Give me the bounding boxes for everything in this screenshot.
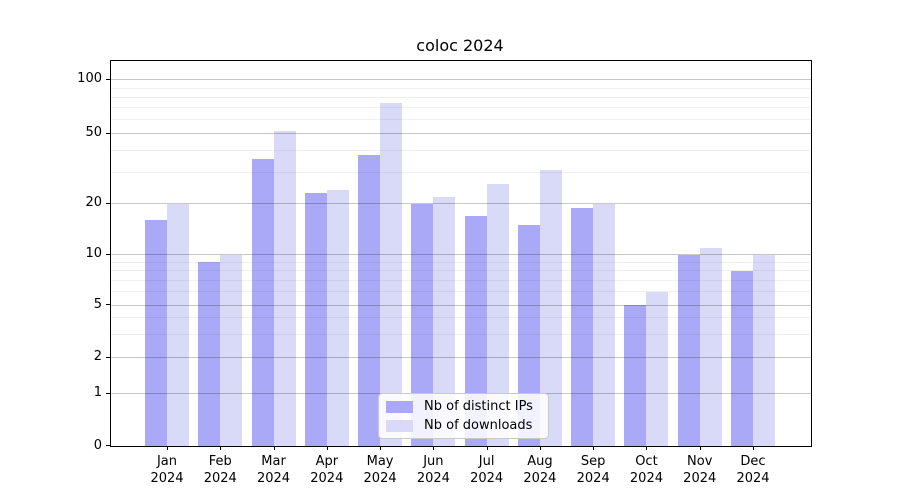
y-tick-label-20: 20	[85, 195, 102, 211]
bar-jul-ips	[464, 215, 487, 446]
bar-jul-downloads	[486, 183, 509, 446]
bar-dec-ips	[731, 271, 753, 446]
year-label: 2024	[736, 471, 770, 486]
year-label: 2024	[150, 471, 184, 486]
y-tick-label-50: 50	[85, 125, 102, 141]
x-tick-label-dec: Dec 2024	[721, 453, 785, 487]
x-tick-mark	[699, 446, 701, 450]
bar-mar-downloads	[273, 130, 296, 446]
month-label: Jan	[156, 454, 178, 469]
x-tick-mark	[753, 446, 754, 450]
bar-mar-ips	[251, 158, 274, 446]
y-tick-mark	[106, 132, 110, 134]
legend-swatch-ips	[386, 400, 413, 413]
bar-feb-downloads	[220, 254, 243, 446]
x-tick-mark	[486, 446, 488, 450]
bar-oct-ips	[624, 305, 647, 446]
year-label: 2024	[576, 471, 610, 486]
x-tick-label-feb: Feb 2024	[188, 453, 252, 487]
x-tick-mark	[380, 446, 382, 450]
month-label: Sep	[580, 454, 606, 469]
y-tick-label-10: 10	[85, 246, 102, 262]
y-tick-label-0: 0	[93, 437, 102, 453]
x-tick-label-sep: Sep 2024	[561, 453, 625, 487]
x-tick-label-apr: Apr 2024	[295, 453, 359, 487]
y-tick-mark	[106, 202, 110, 204]
bar-apr-ips	[304, 193, 327, 446]
month-label: Nov	[687, 454, 713, 469]
month-label: Jul	[478, 454, 495, 469]
bar-jun-downloads	[433, 196, 456, 446]
legend-swatch-downloads	[386, 419, 413, 432]
y-tick-mark	[106, 392, 110, 394]
y-tick-mark	[106, 78, 110, 80]
legend-entry: Nb of downloads	[386, 417, 548, 433]
y-tick-mark	[106, 356, 110, 358]
bar-dec-downloads	[753, 254, 775, 446]
legend-label: Nb of distinct IPs	[424, 398, 533, 414]
bar-may-ips	[358, 154, 381, 446]
x-tick-label-jul: Jul 2024	[455, 453, 519, 487]
x-tick-mark	[273, 446, 275, 450]
year-label: 2024	[310, 471, 344, 486]
bar-may-downloads	[380, 103, 403, 446]
bars-layer	[111, 61, 811, 446]
year-label: 2024	[629, 471, 663, 486]
year-label: 2024	[256, 471, 291, 486]
bar-jan-ips	[145, 220, 167, 446]
bar-sep-ips	[571, 207, 594, 446]
month-label: Oct	[635, 454, 658, 469]
x-tick-mark	[220, 446, 222, 450]
y-tick-label-5: 5	[93, 296, 102, 312]
x-tick-mark	[539, 446, 541, 450]
x-tick-mark	[326, 446, 328, 450]
chart-title: coloc 2024	[416, 36, 504, 55]
bar-jan-downloads	[167, 203, 189, 446]
month-label: Dec	[740, 454, 766, 469]
y-tick-mark	[106, 445, 110, 446]
bar-nov-downloads	[699, 247, 722, 446]
year-label: 2024	[523, 471, 557, 486]
bar-feb-ips	[198, 262, 221, 446]
legend-label: Nb of downloads	[424, 417, 533, 433]
y-tick-label-1: 1	[93, 385, 102, 401]
y-tick-label-2: 2	[93, 349, 102, 365]
year-label: 2024	[416, 471, 450, 486]
month-label: Mar	[261, 454, 286, 469]
x-tick-mark	[433, 446, 435, 450]
bar-oct-downloads	[646, 291, 669, 446]
plot-area	[110, 60, 812, 447]
bar-sep-downloads	[593, 203, 616, 446]
month-label: Jun	[423, 454, 444, 469]
legend-entry: Nb of distinct IPs	[386, 398, 548, 414]
year-label: 2024	[363, 471, 397, 486]
bar-aug-ips	[517, 224, 540, 446]
legend: Nb of distinct IPs Nb of downloads	[378, 393, 549, 439]
bar-aug-downloads	[539, 170, 562, 446]
year-label: 2024	[470, 471, 504, 486]
x-tick-label-nov: Nov 2024	[668, 453, 732, 487]
month-label: Apr	[315, 454, 339, 469]
year-label: 2024	[683, 471, 717, 486]
month-label: Aug	[527, 454, 553, 469]
x-tick-label-jun: Jun 2024	[401, 453, 465, 487]
x-tick-label-jan: Jan 2024	[135, 453, 199, 487]
bar-jun-ips	[411, 203, 434, 446]
x-tick-mark	[593, 446, 595, 450]
y-tick-label-100: 100	[77, 71, 102, 87]
month-label: Feb	[208, 454, 232, 469]
x-tick-label-aug: Aug 2024	[508, 453, 572, 487]
y-tick-mark	[106, 253, 110, 255]
month-label: May	[366, 454, 394, 469]
x-tick-label-mar: Mar 2024	[242, 453, 306, 487]
x-tick-label-may: May 2024	[348, 453, 412, 487]
year-label: 2024	[203, 471, 237, 486]
y-tick-mark	[106, 304, 110, 306]
x-tick-label-oct: Oct 2024	[614, 453, 678, 487]
bar-apr-downloads	[326, 189, 349, 446]
x-tick-mark	[167, 446, 168, 450]
x-tick-mark	[646, 446, 648, 450]
bar-nov-ips	[677, 254, 700, 446]
